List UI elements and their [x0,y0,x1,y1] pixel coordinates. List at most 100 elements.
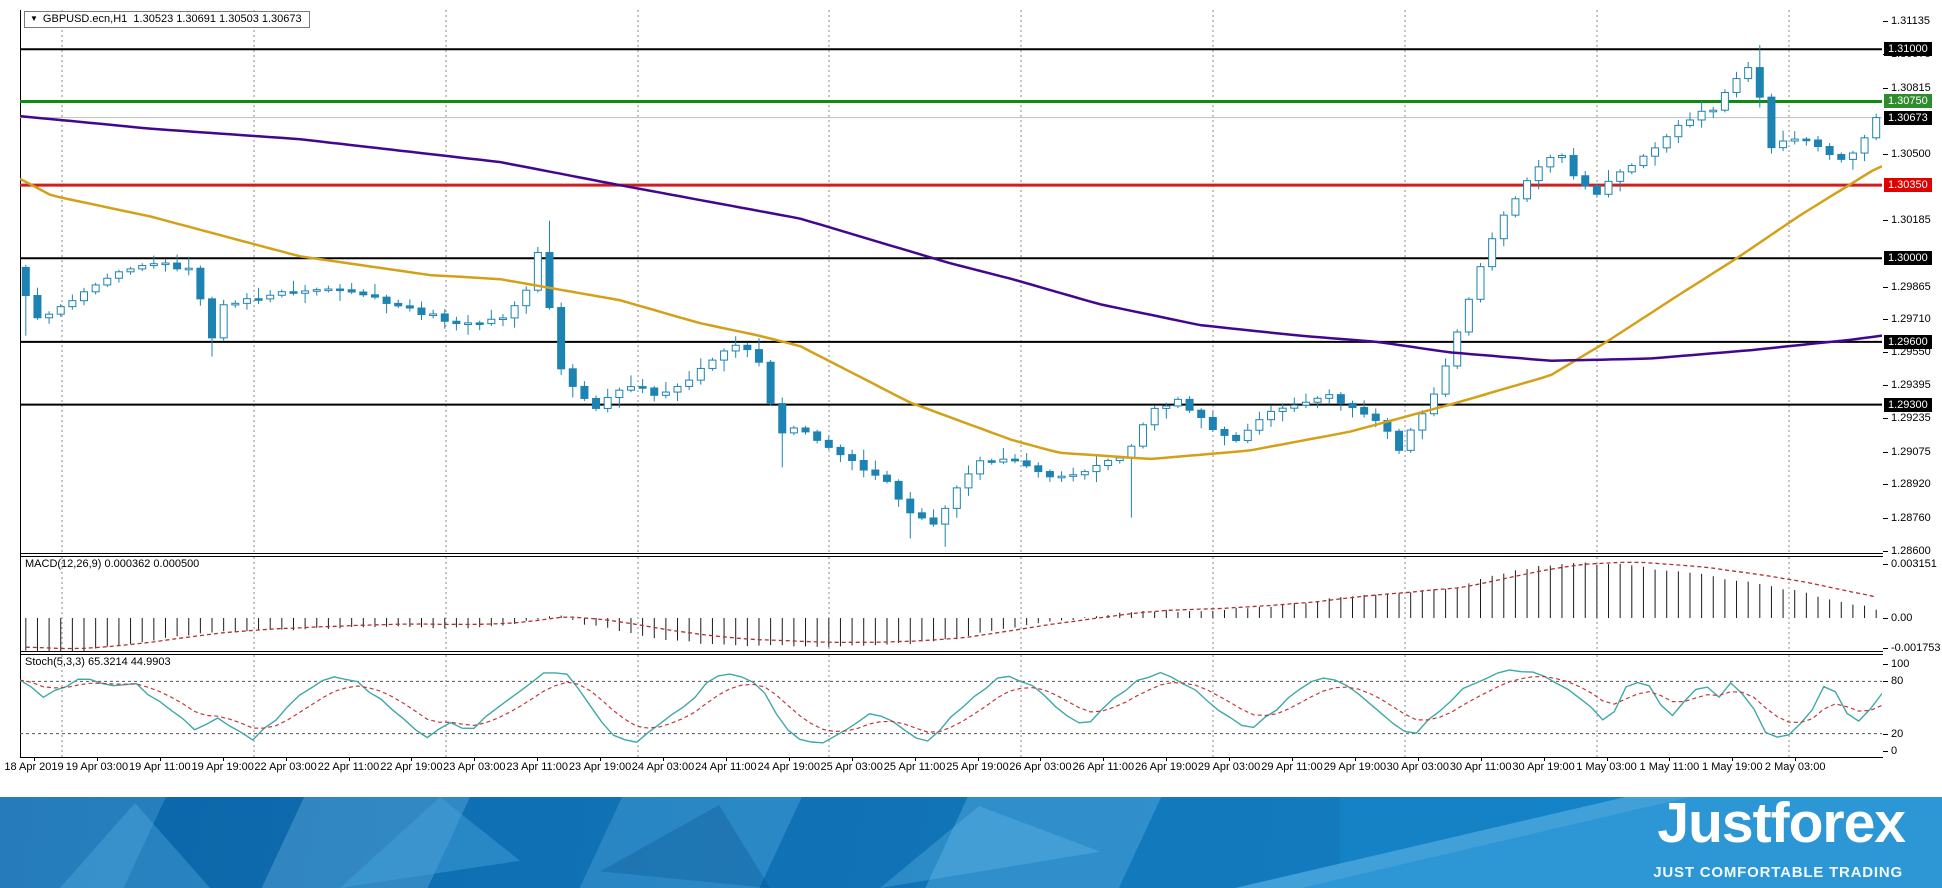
axis-tick-mark [1883,618,1888,619]
macd-axis-label: -0.001753 [1891,642,1941,655]
axis-tick-mark [1883,20,1888,22]
axis-tick-mark [1883,384,1888,386]
macd-axis-label: 0.003151 [1891,557,1937,570]
time-axis-label: 1 May 19:00 [1702,761,1763,773]
moving-average-slow-line [20,114,1882,362]
time-axis-label: 26 Apr 19:00 [1134,761,1198,773]
time-tick-mark [537,757,539,761]
time-tick-mark [1229,757,1231,761]
price-badge: 1.30000 [1884,251,1932,266]
axis-tick-mark [1883,648,1888,650]
symbol-label: GBPUSD.ecn,H1 [42,13,128,25]
candlestick-series [21,45,1881,547]
price-axis-label: 1.28920 [1891,478,1931,491]
time-tick-mark [96,757,98,761]
brand-logo: Justforex [1657,797,1906,855]
axis-tick-mark [1883,517,1888,519]
macd-indicator-canvas[interactable] [20,557,1882,651]
panel-divider[interactable] [20,556,1883,557]
moving-average-fast-line [20,165,1882,461]
axis-tick-mark [1883,352,1888,354]
time-tick-mark [1480,757,1482,761]
panel-divider[interactable] [20,553,1883,554]
time-tick-mark [1040,757,1042,761]
time-axis-label: 23 Apr 11:00 [506,761,568,773]
time-tick-mark [1354,757,1356,761]
time-tick-mark [1417,757,1419,761]
axis-tick-mark [1883,751,1888,752]
price-axis-label: 1.29395 [1891,378,1931,391]
chevron-down-icon[interactable]: ▼ [30,14,38,23]
panel-divider [20,757,1883,758]
axis-tick-mark [1883,484,1888,486]
time-axis-label: 25 Apr 03:00 [820,761,883,773]
stoch-k-line [20,669,1882,744]
price-axis-label: 1.28760 [1891,511,1931,524]
axis-tick-mark [1883,550,1888,552]
time-tick-mark [1795,757,1797,761]
time-axis-label: 29 Apr 03:00 [1197,761,1261,773]
axis-tick-mark [1883,681,1888,683]
macd-label: MACD(12,26,9) 0.000362 0.000500 [25,558,200,570]
panel-divider[interactable] [20,651,1883,652]
time-axis-label: 30 Apr 03:00 [1386,761,1449,773]
stoch-d-line [20,675,1882,733]
price-axis-label: 1.29710 [1891,312,1931,325]
time-tick-mark [411,757,413,761]
axis-tick-mark [1883,153,1888,155]
time-axis-label: 26 Apr 11:00 [1072,761,1135,773]
time-axis-label: 1 May 03:00 [1576,761,1637,773]
price-badge: 1.29300 [1884,397,1932,412]
time-tick-mark [663,757,664,761]
time-axis-label: 30 Apr 19:00 [1512,761,1575,773]
time-axis-label: 19 Apr 11:00 [129,761,191,773]
price-axis-label: 1.29865 [1891,280,1931,293]
time-axis-label: 22 Apr 03:00 [254,761,317,773]
symbol-title-box[interactable]: ▼ GBPUSD.ecn,H1 1.30523 1.30691 1.30503 1… [24,11,310,28]
footer-banner: Justforex JUST COMFORTABLE TRADING [0,797,1942,888]
price-axis-label: 1.29550 [1891,346,1931,359]
time-axis-label: 22 Apr 11:00 [317,761,380,773]
time-tick-mark [788,757,790,761]
time-tick-mark [474,757,476,761]
time-axis-label: 19 Apr 19:00 [191,761,254,773]
time-axis-label: 23 Apr 03:00 [443,761,506,773]
time-tick-mark [914,757,916,761]
brand-tagline: JUST COMFORTABLE TRADING [1653,864,1903,881]
day-separator-lines [61,557,1790,651]
time-tick-mark [34,757,35,761]
time-axis-label: 29 Apr 19:00 [1323,761,1387,773]
time-axis-label: 24 Apr 03:00 [631,761,695,773]
time-axis-label: 22 Apr 19:00 [380,761,443,773]
price-axis-label: 1.30185 [1891,213,1931,226]
axis-tick-mark [1883,87,1888,89]
price-chart-canvas[interactable] [20,10,1882,553]
time-tick-mark [1166,757,1168,761]
axis-tick-mark [1883,664,1888,665]
time-axis-label: 26 Apr 03:00 [1009,761,1072,773]
axis-tick-mark [1883,733,1888,735]
stoch-axis-label: 100 [1891,658,1910,670]
time-axis[interactable]: 18 Apr 2019 19 Apr 03:00 19 Apr 11:00 19 Ap… [0,761,1942,777]
horizontal-level-lines [20,48,1882,406]
price-badge: 1.30350 [1884,178,1932,193]
price-axis[interactable]: 1.311351.309751.308151.305001.301851.298… [1883,0,1942,780]
stoch-label: Stoch(5,3,3) 65.3214 44.9903 [25,656,171,668]
price-badge: 1.30750 [1884,94,1932,109]
time-axis-label: 19 Apr 03:00 [65,761,129,773]
price-badge: 1.29600 [1884,334,1932,349]
price-axis-label: 1.30815 [1891,81,1931,94]
price-badge: 1.30673 [1884,110,1932,125]
axis-tick-mark [1883,219,1888,221]
time-tick-mark [600,757,602,761]
panel-divider[interactable] [20,654,1883,655]
axis-tick-mark [1883,451,1888,453]
stochastic-indicator-canvas[interactable] [20,655,1882,757]
price-axis-label: 1.31135 [1891,14,1930,27]
time-axis-label: 29 Apr 11:00 [1261,761,1323,773]
time-axis-label: 18 Apr 2019 [4,761,64,773]
footer-graphic-shape [0,797,1340,888]
macd-axis-label: 0.00 [1891,612,1913,624]
time-axis-label: 25 Apr 19:00 [946,761,1009,773]
